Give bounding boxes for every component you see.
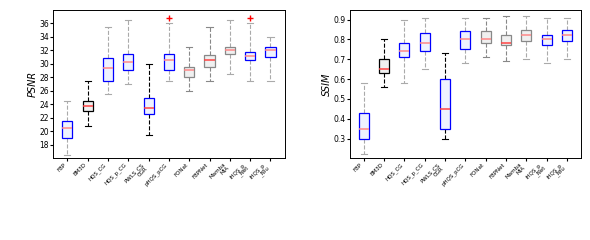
Bar (143, 97, 153, 114)
Bar (419, 33, 430, 51)
Bar (481, 31, 491, 43)
Bar (225, 47, 235, 54)
Bar (460, 31, 470, 49)
Y-axis label: PSNR: PSNR (28, 71, 38, 97)
Bar (359, 113, 369, 138)
Bar (379, 59, 389, 73)
Bar (62, 121, 73, 138)
Bar (164, 54, 174, 71)
Bar (184, 67, 194, 77)
Bar (399, 43, 409, 57)
Bar (562, 30, 572, 41)
Bar (103, 58, 113, 81)
Bar (83, 101, 93, 111)
Bar (542, 35, 552, 45)
Bar (501, 35, 511, 45)
Bar (245, 52, 255, 60)
Bar (521, 30, 532, 41)
Bar (205, 55, 215, 67)
Bar (440, 79, 450, 129)
Y-axis label: SSIM: SSIM (322, 72, 332, 96)
Bar (266, 47, 276, 57)
Bar (123, 54, 133, 71)
